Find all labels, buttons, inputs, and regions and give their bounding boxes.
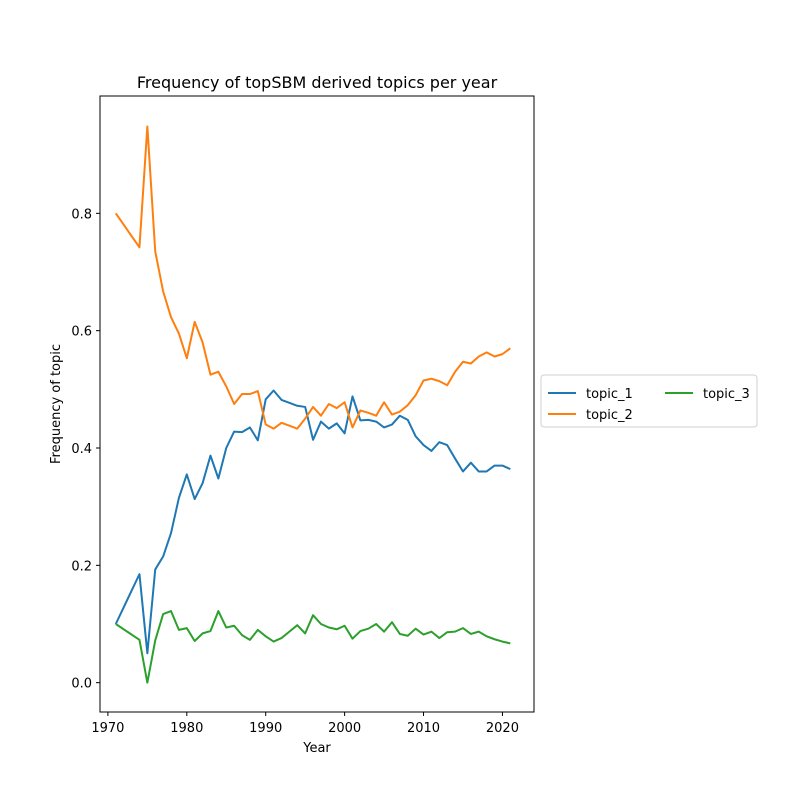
y-axis-label: Frequency of topic [49,344,64,464]
series-line-topic_1 [114,389,511,655]
x-tick-label: 2020 [486,721,519,736]
series-line-topic_3 [115,610,511,684]
y-axis: 0.0 0.2 0.4 0.6 0.8 [71,207,100,692]
y-tick-label: 0.0 [71,677,92,692]
y-tick-label: 0.2 [71,559,92,574]
legend-label-topic_3: topic_3 [703,387,750,402]
legend-label-topic_1: topic_1 [586,387,633,402]
chart-title: Frequency of topSBM derived topics per y… [137,73,498,92]
legend: topic_1 topic_2 topic_3 [540,374,758,428]
y-tick-label: 0.6 [71,325,92,340]
x-tick-label: 1990 [249,721,282,736]
x-tick-label: 1970 [91,721,124,736]
series-line-topic_2 [114,125,511,430]
plot-frame [99,95,535,713]
x-axis-label: Year [302,741,331,756]
x-tick-label: 2000 [328,721,361,736]
legend-label-topic_2: topic_2 [586,408,633,423]
y-tick-label: 0.8 [71,207,92,222]
y-tick-label: 0.4 [71,442,92,457]
plot-series [114,125,511,684]
x-axis: 1970 1980 1990 2000 2010 2020 [91,712,519,736]
x-tick-label: 2010 [407,721,440,736]
x-tick-label: 1980 [170,721,203,736]
legend-frame [540,374,758,428]
